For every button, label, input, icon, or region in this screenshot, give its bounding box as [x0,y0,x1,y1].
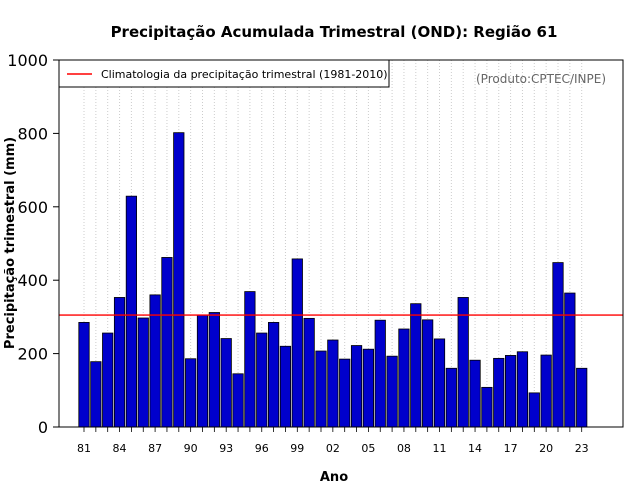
bar-2004 [350,345,363,428]
bar-1982 [90,361,102,428]
bar-2012 [445,367,457,428]
bar-2021 [552,262,564,428]
bar-1993 [220,338,232,428]
x-tick-label-05: 05 [361,442,375,455]
bar-2023 [576,367,588,428]
bar-2001 [315,350,327,428]
x-tick-label-14: 14 [468,442,482,455]
bar-1985 [125,195,137,428]
credit-text: (Produto:CPTEC/INPE) [476,72,606,86]
y-tick-label-200: 200 [17,345,48,364]
bar-1986 [137,317,149,428]
x-tick-label-11: 11 [433,442,447,455]
bar-2020 [540,354,552,428]
bar-2018 [516,351,529,428]
bar-2002 [327,339,339,428]
bars-group [78,132,588,428]
bar-2017 [504,355,517,428]
x-axis-label: Ano [320,470,348,485]
bar-2009 [410,303,422,428]
grid-lines [83,60,583,427]
y-axis: 0 200 400 600 800 1000 [7,51,60,437]
x-tick-label-93: 93 [219,442,233,455]
bar-1984 [113,297,126,428]
bar-2019 [528,392,540,428]
x-tick-label-23: 23 [575,442,589,455]
bar-1981 [78,322,90,428]
bar-1989 [173,132,185,428]
y-tick-label-0: 0 [38,418,48,437]
y-axis-label: Precipitação trimestral (mm) [3,137,18,349]
bar-2005 [362,348,375,428]
bar-1998 [279,345,292,428]
y-tick-label-600: 600 [17,198,48,217]
bar-1992 [208,312,220,428]
bar-1988 [161,257,173,428]
x-tick-label-08: 08 [397,442,411,455]
bar-1997 [267,322,280,428]
bar-2007 [386,355,398,428]
x-tick-label-17: 17 [504,442,518,455]
legend-label: Climatologia da precipitação trimestral … [101,68,388,81]
x-tick-label-02: 02 [326,442,340,455]
bar-2008 [398,328,410,428]
chart-title: Precipitação Acumulada Trimestral (OND):… [111,23,558,41]
x-tick-label-20: 20 [539,442,553,455]
bar-2006 [374,319,386,428]
y-tick-label-400: 400 [17,271,48,290]
x-axis: 81 84 87 90 93 96 99 02 05 08 11 14 17 20 23 [77,427,589,455]
legend: Climatologia da precipitação trimestral … [58,59,390,88]
bar-2000 [303,317,315,428]
bar-1991 [196,314,209,428]
y-tick-label-1000: 1000 [7,51,48,70]
bar-2003 [339,358,351,428]
bar-2011 [433,338,446,428]
bar-2022 [564,292,576,428]
x-tick-label-81: 81 [77,442,91,455]
x-tick-label-87: 87 [148,442,162,455]
y-tick-label-800: 800 [17,124,48,143]
bar-2010 [422,319,434,428]
bar-1990 [185,358,197,428]
bar-2013 [457,297,469,428]
bar-1999 [291,258,303,428]
bar-1994 [232,373,244,428]
bar-2014 [469,359,481,428]
x-tick-label-96: 96 [255,442,269,455]
x-tick-label-90: 90 [184,442,198,455]
x-tick-label-99: 99 [290,442,304,455]
bar-1996 [256,332,268,428]
bar-1995 [244,291,256,428]
x-tick-label-84: 84 [113,442,127,455]
bar-2015 [481,386,493,428]
legend-box [58,59,390,88]
bar-2016 [493,357,505,428]
bar-1983 [102,332,114,428]
